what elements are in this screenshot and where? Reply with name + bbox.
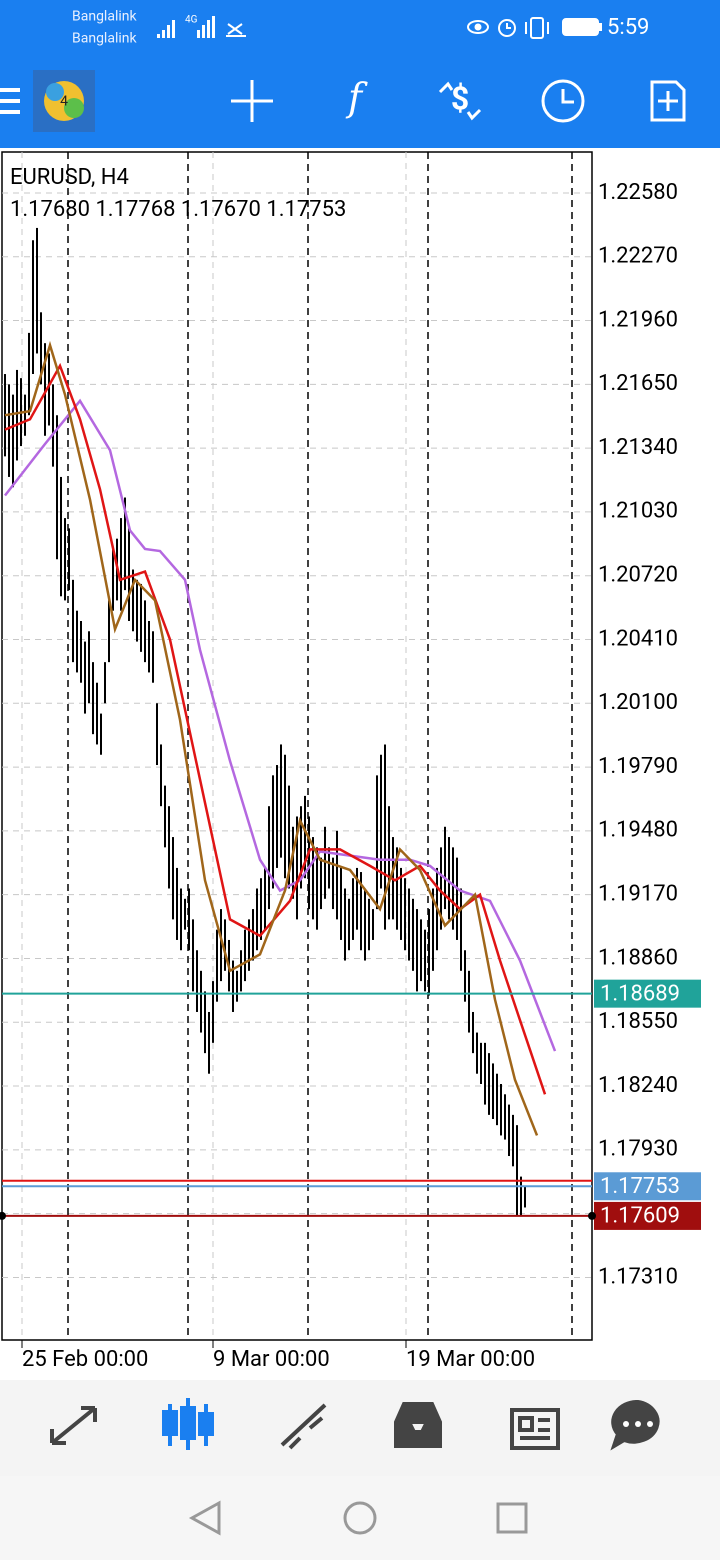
y-tick-label: 1.21030: [598, 499, 678, 524]
y-tick-label: 1.20720: [598, 563, 678, 588]
y-tick-label: 1.18860: [598, 945, 678, 970]
y-tick-label: 1.21960: [598, 307, 678, 332]
trade-tab[interactable]: [280, 1403, 327, 1450]
level-handle: [0, 1211, 6, 1220]
carrier: Banglalink: [72, 31, 137, 47]
price-tag-label: 1.17753: [600, 1174, 680, 1199]
crosshair-button[interactable]: [231, 80, 273, 122]
y-tick-label: 1.22580: [598, 180, 678, 205]
menu-button[interactable]: [0, 88, 20, 114]
symbol-title: EURUSD, H4: [10, 165, 129, 190]
tab-bar: [0, 1380, 720, 1476]
moving-average: [4, 340, 539, 1136]
status-icons: [467, 17, 602, 39]
timeframe-button[interactable]: [541, 79, 585, 123]
history-tab[interactable]: [394, 1402, 442, 1448]
y-tick-label: 1.19790: [598, 754, 678, 779]
y-tick-label: 1.18240: [598, 1073, 678, 1098]
system-nav: [0, 1476, 720, 1560]
price-tag: [594, 1172, 701, 1201]
y-tick-label: 1.17310: [598, 1264, 678, 1289]
level-handle: [588, 1211, 596, 1220]
x-tick-label: 19 Mar 00:00: [406, 1347, 535, 1372]
ohlc-readout: 1.17680 1.17768 1.17670 1.17753: [10, 197, 346, 222]
y-tick-label: 1.19480: [598, 818, 678, 843]
y-tick-label: 1.21340: [598, 435, 678, 460]
news-tab[interactable]: [510, 1408, 560, 1450]
back-button[interactable]: [188, 1500, 221, 1536]
tabs: [50, 1398, 660, 1451]
logo-mark: 4: [60, 94, 68, 110]
symbol-button[interactable]: $: [451, 79, 469, 117]
carrier: Banglalink: [72, 9, 137, 25]
home-button[interactable]: [343, 1501, 377, 1535]
price-tag-label: 1.18689: [600, 981, 680, 1006]
price-tag-label: 1.17609: [600, 1204, 680, 1229]
recents-button[interactable]: [496, 1502, 528, 1534]
quotes-tab[interactable]: [50, 1406, 97, 1445]
sim-icon: [226, 23, 246, 37]
plot-area: [1, 151, 593, 1341]
chat-tab[interactable]: [610, 1399, 660, 1451]
y-tick-label: 1.18550: [598, 1009, 678, 1034]
y-tick-label: 1.17930: [598, 1137, 678, 1162]
y-tick-label: 1.22270: [598, 244, 678, 269]
y-tick-label: 1.21650: [598, 371, 678, 396]
moving-average: [4, 398, 557, 1052]
x-tick-label: 9 Mar 00:00: [213, 1347, 330, 1372]
x-tick-label: 25 Feb 00:00: [22, 1347, 148, 1372]
toolbar: 4 f $: [0, 70, 686, 132]
y-tick-label: 1.20100: [598, 690, 678, 715]
price-tag: [594, 1201, 701, 1230]
y-tick-label: 1.19170: [598, 881, 678, 906]
price-tag: [594, 979, 701, 1008]
network-type: 4G: [185, 15, 198, 26]
clock: 5:59: [607, 15, 649, 40]
new-order-button[interactable]: [650, 80, 686, 122]
signal-icon: [157, 16, 215, 38]
chart-tab[interactable]: [162, 1398, 214, 1450]
y-tick-label: 1.20410: [598, 626, 678, 651]
